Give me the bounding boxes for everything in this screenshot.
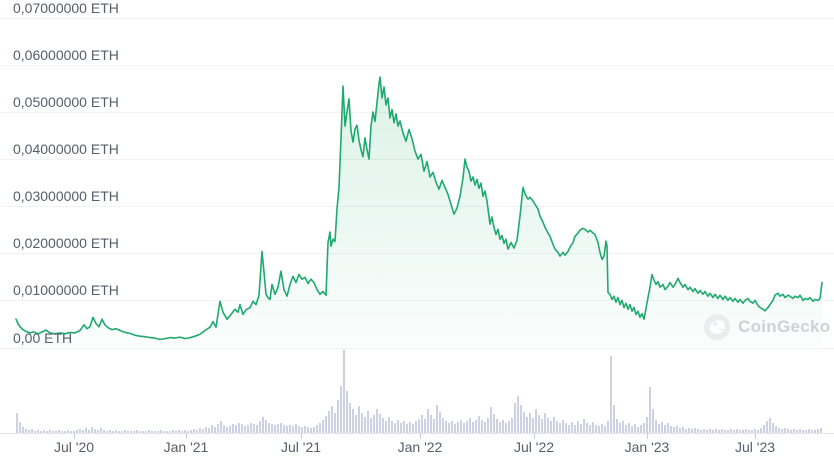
x-axis-label: Jul '23 — [734, 439, 776, 455]
x-axis-tick — [74, 433, 75, 439]
x-axis-tick — [755, 433, 756, 439]
y-gridline — [0, 112, 834, 113]
x-axis-tick — [420, 433, 421, 439]
x-axis-label: Jul '21 — [280, 439, 322, 455]
x-axis-label: Jul '20 — [53, 439, 95, 455]
y-gridline — [0, 347, 834, 349]
y-axis-label: 0,00 ETH — [13, 329, 73, 346]
y-axis-label: 0,06000000 ETH — [13, 46, 119, 63]
price-area-fill — [16, 77, 822, 348]
x-axis-tick — [186, 433, 187, 439]
x-axis-label: Jan '22 — [397, 439, 443, 455]
price-line — [15, 76, 823, 341]
x-axis-tick — [534, 433, 535, 439]
x-axis-label: Jan '21 — [163, 439, 209, 455]
x-axis-label: Jan '23 — [624, 439, 670, 455]
volume-bars — [16, 350, 822, 433]
x-axis-label: Jul '22 — [513, 439, 555, 455]
x-axis-tick — [301, 433, 302, 439]
y-axis-label: 0,05000000 ETH — [13, 94, 119, 110]
watermark: CoinGecko — [703, 313, 830, 341]
y-axis-label: 0,04000000 ETH — [13, 141, 119, 158]
y-axis-label: 0,01000000 ETH — [13, 282, 119, 299]
y-axis-label: 0,03000000 ETH — [13, 188, 119, 205]
y-gridline — [0, 64, 834, 66]
y-gridline — [0, 17, 834, 19]
watermark-label: CoinGecko — [738, 317, 831, 336]
y-axis-label: 0,07000000 ETH — [13, 0, 119, 16]
x-axis-line — [0, 433, 834, 434]
coingecko-logo-icon — [704, 314, 730, 340]
x-axis-tick — [647, 433, 648, 439]
y-axis-label: 0,02000000 ETH — [13, 235, 119, 252]
